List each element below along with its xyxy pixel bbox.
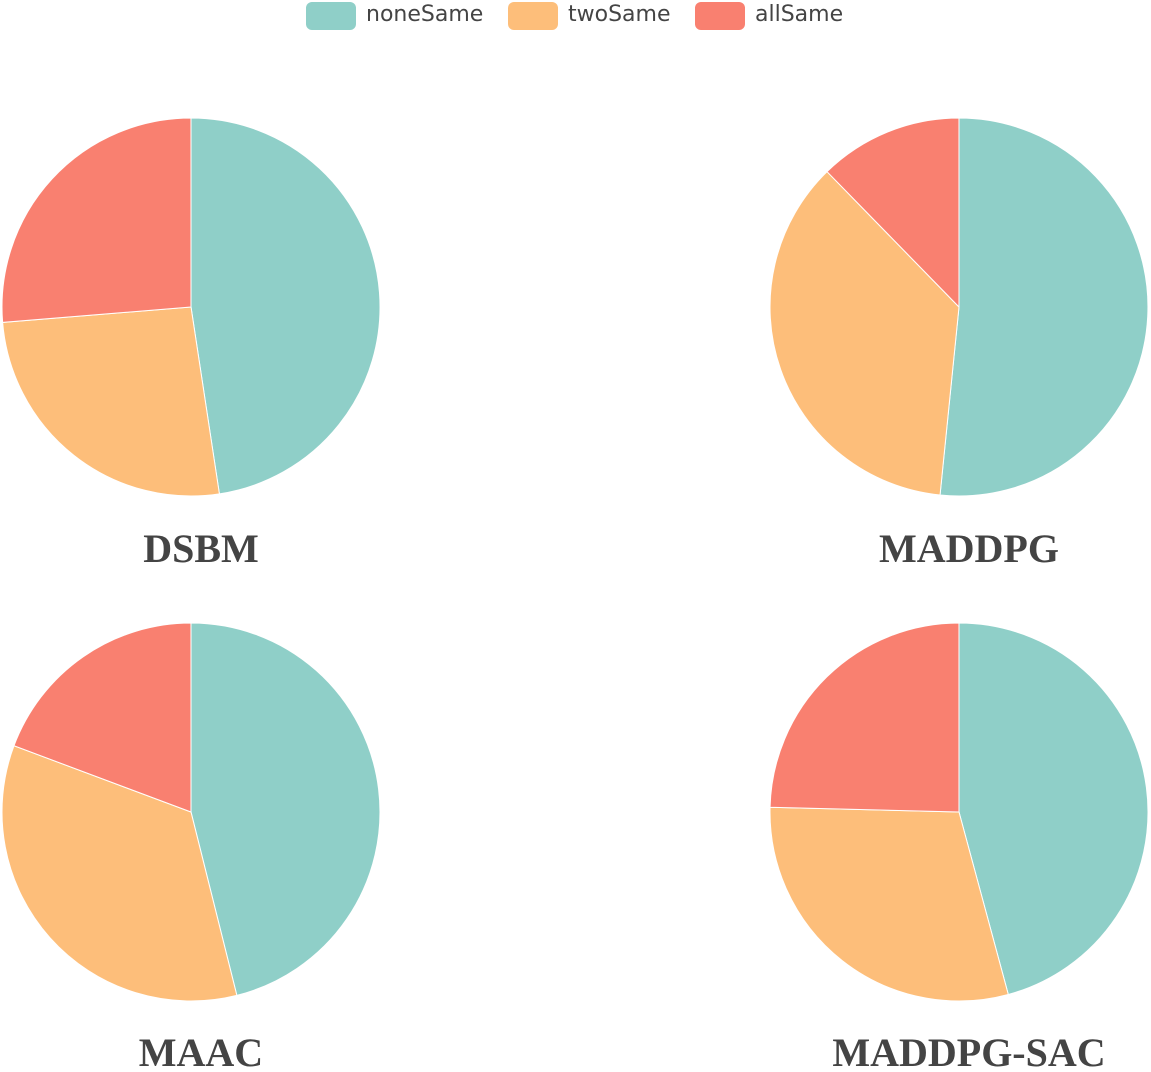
pie-slices-maddpg xyxy=(769,117,1149,497)
chart-title-maddpg-sac: MADDPG-SAC xyxy=(832,1030,1105,1072)
legend-swatch-allsame xyxy=(695,2,745,30)
pie-chart-dsbm: DSBM xyxy=(1,117,381,571)
legend: noneSame twoSame allSame xyxy=(0,0,1151,30)
pie-slice-dsbm-allsame[interactable] xyxy=(1,117,192,323)
chart-title-dsbm: DSBM xyxy=(143,526,259,571)
chart-title-maac: MAAC xyxy=(139,1030,263,1072)
pie-chart-maddpg: MADDPG xyxy=(769,117,1149,571)
legend-label-nonesame: noneSame xyxy=(366,2,484,27)
legend-label-twosame: twoSame xyxy=(568,2,671,27)
pie-slices-dsbm xyxy=(1,117,381,497)
pie-slices-maac xyxy=(1,622,381,1002)
pie-slices-maddpg-sac xyxy=(769,622,1149,1002)
pie-slice-maddpg-sac-twosame[interactable] xyxy=(769,806,1009,1002)
legend-label-allsame: allSame xyxy=(755,2,844,27)
pie-chart-maac: MAAC xyxy=(1,622,381,1072)
pie-slice-maac-allsame[interactable] xyxy=(13,622,192,813)
chart-title-maddpg: MADDPG xyxy=(879,526,1059,571)
pie-slice-maac-nonesame[interactable] xyxy=(190,622,381,996)
legend-swatch-nonesame xyxy=(306,2,356,30)
pie-slice-maddpg-nonesame[interactable] xyxy=(939,117,1149,497)
pie-slice-maac-twosame[interactable] xyxy=(1,745,238,1002)
pie-slice-maddpg-sac-nonesame[interactable] xyxy=(958,622,1149,996)
pie-slice-maddpg-sac-allsame[interactable] xyxy=(769,622,960,813)
pie-slice-maddpg-allsame[interactable] xyxy=(826,117,960,309)
pie-slice-dsbm-twosame[interactable] xyxy=(2,306,220,497)
legend-swatch-twosame xyxy=(508,2,558,30)
pie-slice-dsbm-nonesame[interactable] xyxy=(190,117,381,495)
pie-chart-maddpg-sac: MADDPG-SAC xyxy=(769,622,1149,1072)
pie-slice-maddpg-twosame[interactable] xyxy=(769,170,960,496)
